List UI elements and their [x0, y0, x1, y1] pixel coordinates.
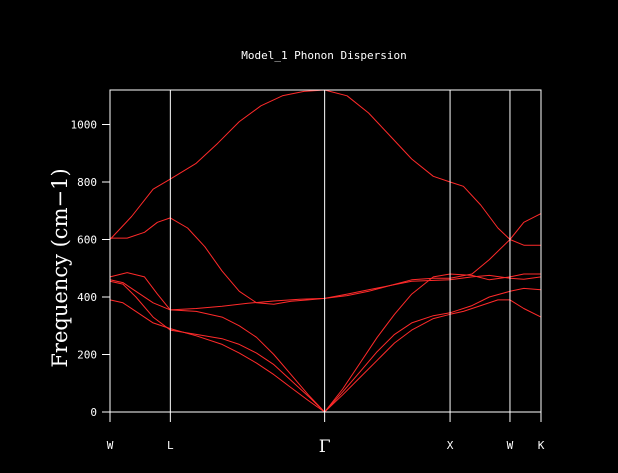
- plot-frame: [109, 89, 542, 413]
- chart-title: Model_1 Phonon Dispersion: [241, 49, 407, 62]
- dispersion-branch-1: [109, 89, 541, 246]
- dispersion-branch-6: [109, 299, 542, 413]
- y-tick-label: 0: [90, 406, 97, 419]
- y-axis-label: Frequency (cm−1): [48, 168, 72, 367]
- y-tick-label: 600: [77, 234, 97, 247]
- x-tick-label: X: [447, 439, 454, 452]
- y-tick-label: 200: [77, 349, 97, 362]
- y-tick-label: 400: [77, 291, 97, 304]
- y-tick-label: 800: [77, 176, 97, 189]
- y-tick-label: 1000: [71, 119, 98, 132]
- x-tick-label: K: [538, 439, 545, 452]
- x-tick-label: Γ: [319, 437, 331, 457]
- x-tick-label: W: [107, 439, 114, 452]
- x-tick-label: L: [167, 439, 174, 452]
- x-tick-label: W: [507, 439, 514, 452]
